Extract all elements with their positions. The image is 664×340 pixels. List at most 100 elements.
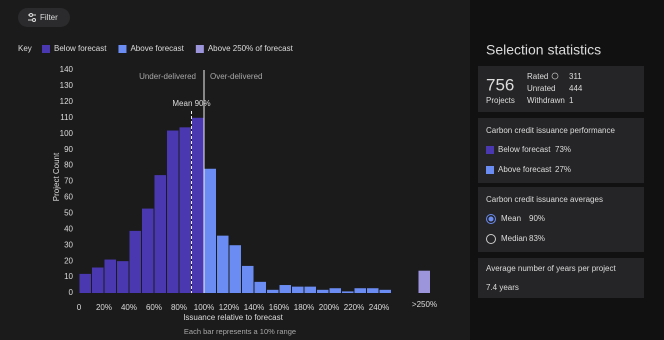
perf-swatch [486, 146, 494, 154]
bar [142, 208, 154, 293]
filter-icon [28, 13, 36, 22]
perf-value: 73% [555, 145, 571, 154]
legend-label: Above forecast [130, 44, 184, 53]
x-tick-label: 100% [194, 303, 214, 312]
bar [317, 289, 329, 293]
filter-label[interactable]: Filter [40, 13, 58, 22]
legend-swatch [42, 45, 50, 53]
bar [217, 235, 229, 293]
avg-label: Mean [501, 214, 521, 223]
bar [279, 285, 291, 293]
avg-label: Median [501, 234, 527, 243]
bar [117, 261, 129, 293]
card-title: Average number of years per project [486, 264, 616, 273]
y-tick-label: 120 [60, 97, 74, 106]
total-projects: 756 [486, 75, 514, 94]
averages-card [478, 187, 644, 252]
bar [79, 273, 91, 293]
x-tick-label: 160% [269, 303, 289, 312]
bar [354, 288, 366, 293]
y-tick-label: 140 [60, 65, 74, 74]
stat-label: Rated [527, 72, 548, 81]
filter-button-bg[interactable] [18, 8, 70, 27]
bar [154, 175, 166, 293]
x-tick-label: 140% [244, 303, 264, 312]
perf-label: Above forecast [498, 165, 552, 174]
y-tick-label: 0 [69, 288, 74, 297]
divider-label: Over-delivered [210, 72, 262, 81]
x-tick-label: 40% [121, 303, 137, 312]
y-tick-label: 90 [64, 145, 73, 154]
y-tick-label: 100 [60, 129, 74, 138]
bar [292, 286, 304, 293]
years-value: 7.4 years [486, 283, 519, 292]
bar [104, 259, 116, 293]
bar [254, 281, 266, 293]
y-tick-label: 50 [64, 208, 73, 217]
perf-value: 27% [555, 165, 571, 174]
card-title: Carbon credit issuance averages [486, 195, 603, 204]
y-tick-label: 110 [60, 113, 73, 122]
bar [379, 289, 391, 293]
y-tick-label: 40 [64, 224, 73, 233]
card-title: Carbon credit issuance performance [486, 126, 616, 135]
x-axis-label: Issuance relative to forecast [183, 313, 283, 322]
x-tick-label: 220% [344, 303, 364, 312]
stat-value: 444 [569, 84, 583, 93]
avg-value: 90% [529, 214, 545, 223]
x-tick-label: 20% [96, 303, 112, 312]
perf-swatch [486, 166, 494, 174]
x-tick-label: >250% [412, 300, 437, 309]
x-tick-label: 180% [294, 303, 314, 312]
radio[interactable] [486, 214, 496, 224]
filter-button[interactable]: Filter [18, 8, 70, 27]
bar [92, 267, 104, 293]
legend-title: Key [18, 44, 32, 53]
bar [367, 288, 379, 293]
x-tick-label: 240% [369, 303, 389, 312]
performance-card [478, 118, 644, 183]
stat-value: 311 [569, 72, 582, 81]
x-tick-label: 120% [219, 303, 239, 312]
stat-label: Withdrawn [527, 96, 565, 105]
info-icon[interactable] [551, 72, 559, 80]
summary-card [478, 66, 644, 112]
sidebar-title: Selection statistics [486, 42, 601, 58]
avg-value: 83% [529, 234, 545, 243]
x-tick-label: 60% [146, 303, 162, 312]
radio-dot[interactable] [488, 216, 494, 222]
y-axis-label: Project Count [52, 152, 61, 201]
y-tick-label: 70 [64, 177, 73, 186]
bar [179, 127, 191, 293]
divider-label: Under-delivered [139, 72, 196, 81]
x-tick-label: 200% [319, 303, 339, 312]
bar [329, 288, 341, 293]
y-tick-label: 80 [64, 161, 73, 170]
y-tick-label: 30 [64, 240, 73, 249]
perf-label: Below forecast [498, 145, 551, 154]
legend-swatch [195, 45, 204, 53]
bar [192, 117, 204, 294]
bar [167, 130, 179, 293]
stat-label: Unrated [527, 84, 555, 93]
x-tick-label: 0 [77, 303, 82, 312]
legend-label: Above 250% of forecast [208, 44, 294, 53]
bar [267, 289, 279, 293]
y-tick-label: 60 [64, 193, 73, 202]
mean-label: Mean 90% [172, 99, 210, 108]
bar [129, 230, 141, 293]
years-card [478, 258, 644, 298]
y-tick-label: 20 [64, 256, 73, 265]
legend-label: Below forecast [54, 44, 107, 53]
total-label: Projects [486, 96, 515, 105]
bar [304, 286, 316, 293]
x-tick-label: 80% [171, 303, 187, 312]
bar [342, 291, 354, 293]
chart-note: Each bar represents a 10% range [184, 327, 296, 336]
bar [204, 168, 216, 293]
stat-value: 1 [569, 96, 574, 105]
radio[interactable] [486, 234, 496, 244]
y-tick-label: 130 [60, 81, 74, 90]
